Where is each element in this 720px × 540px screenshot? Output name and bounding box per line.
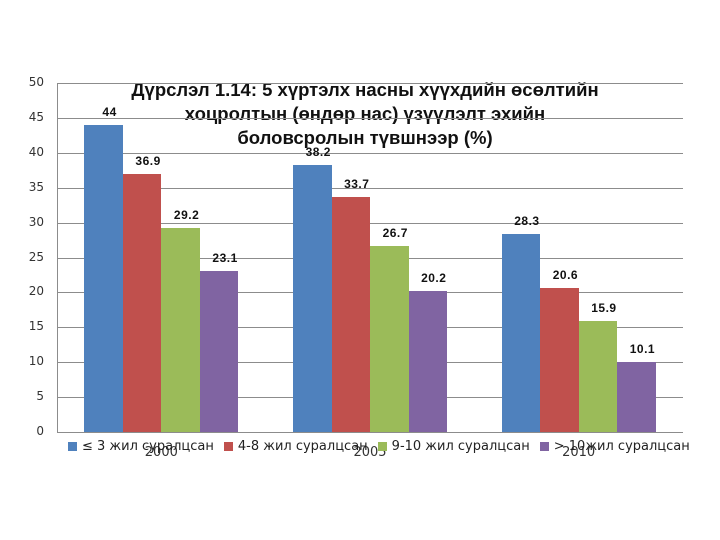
chart-title-line-3: боловсролын түвшнээр (%) [237,127,493,148]
y-tick-label: 5 [36,389,44,403]
data-label: 20.2 [421,271,447,285]
bar-2000-series-3 [161,228,200,432]
y-tick-label: 20 [28,284,44,298]
chart-title-line-1: Дүрслэл 1.14: 5 хүртэлх насны хүүхдийн ө… [131,79,599,100]
data-label: 26.7 [382,225,408,240]
legend-label: 9-10 жил суралцсан [391,439,530,454]
bar-2010-series-1 [501,234,541,432]
y-tick-label: 30 [28,215,44,229]
bar-2005-series-3 [370,245,409,432]
bar-2010-series-4 [617,361,656,432]
y-tick-label: 50 [28,75,44,89]
gridline [57,118,683,119]
bar-2005-series-2 [331,196,370,432]
y-tick-label: 45 [28,110,44,124]
y-tick-label: 0 [36,424,44,438]
legend: ≤ 3 жил суралцсан 4-8 жил суралцсан 9-10 ж… [68,439,700,454]
legend-item: 9-10 жил суралцсан [377,439,530,454]
data-label: 29.2 [173,208,200,223]
data-label: 23.1 [212,250,238,265]
legend-label: 4-8 жил суралцсан [237,439,368,454]
gridline [57,432,683,433]
bar-2000-series-4 [199,270,239,432]
legend-item: ≤ 3 жил суралцсан [68,439,214,454]
y-tick-label: 25 [28,250,44,264]
legend-item: 4-8 жил суралцсан [223,439,368,454]
legend-swatch-icon [377,442,387,451]
data-label: 36.9 [135,154,161,169]
legend-swatch-icon [223,442,233,451]
gridline [57,188,683,189]
y-tick-label: 15 [28,319,44,333]
y-tick-label: 10 [28,354,44,368]
gridline [57,153,683,154]
x-category-label: 2000 [144,445,178,460]
data-label: 20.6 [552,268,579,283]
chart-title: Дүрслэл 1.14: 5 хүртэлх насны хүүхдийн ө… [90,78,640,150]
y-tick-label: 35 [28,180,44,194]
data-label: 44 [102,104,117,119]
legend-item: > 10жил суралцсан [539,439,690,454]
chart-title-line-2: хоцролтын (өндөр нас) үзүүлэлт эхийн [184,103,546,124]
gridline [57,223,683,224]
bar-2005-series-1 [293,165,332,432]
legend-label: ≤ 3 жил суралцсан [82,439,214,454]
y-axis-line [57,83,58,432]
bar-2000-series-2 [122,174,162,432]
legend-swatch-icon [539,442,549,451]
bar-2010-series-3 [578,321,618,432]
legend-label: > 10жил суралцсан [553,439,690,454]
gridline [57,83,683,84]
y-tick-label: 40 [28,145,44,159]
x-category-label: 2010 [562,445,596,460]
data-label: 38.2 [305,145,331,160]
bar-2005-series-4 [408,291,447,432]
bar-2010-series-2 [540,288,579,432]
data-label: 28.3 [514,214,540,229]
data-label: 15.9 [591,301,617,316]
data-label: 10.1 [629,341,656,356]
bar-2000-series-1 [84,124,123,432]
legend-swatch-icon [68,442,77,451]
data-label: 33.7 [344,176,370,191]
